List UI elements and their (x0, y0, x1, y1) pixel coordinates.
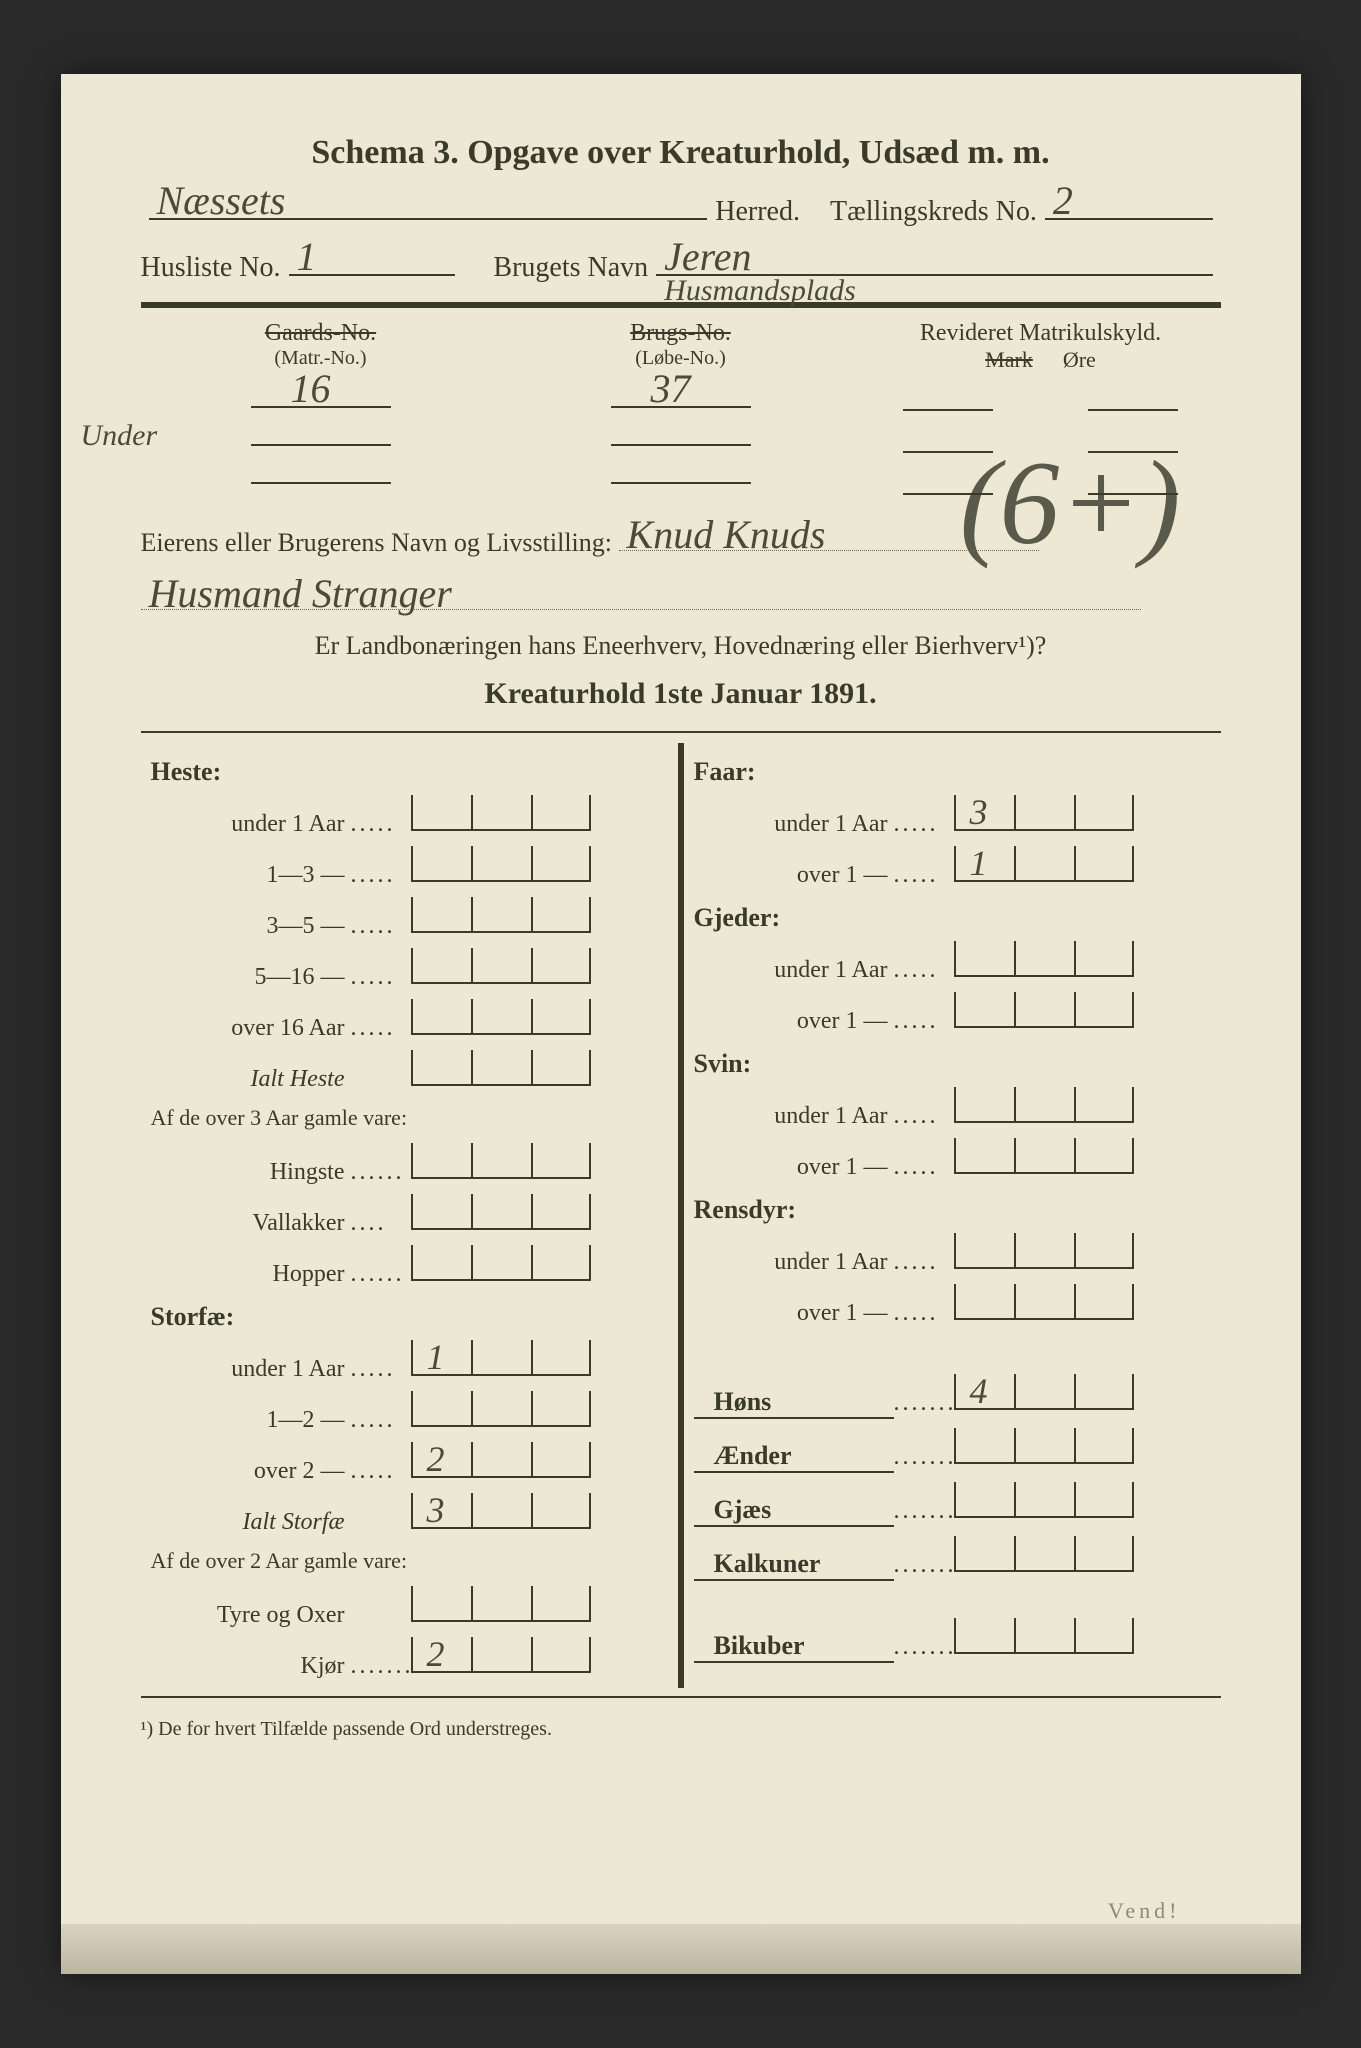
table-row: under 1 Aar..... (694, 1233, 1211, 1276)
heste-title: Heste: (151, 757, 668, 787)
owner-line-2: Husmand Stranger (141, 582, 1221, 617)
hons-value: 4 (970, 1370, 988, 1412)
rensdyr-title: Rensdyr: (694, 1195, 1211, 1225)
table-row: under 1 Aar..... (151, 795, 668, 838)
gaards-label: Gaards-No. (141, 320, 501, 347)
table-row: 1—2 —..... (151, 1391, 668, 1434)
kjor-value: 2 (427, 1633, 445, 1675)
bottom-shadow (61, 1924, 1301, 1974)
table-row: Ialt Storfæ3 (151, 1493, 668, 1536)
form-title: Schema 3. Opgave over Kreaturhold, Udsæd… (141, 134, 1221, 172)
table-row: Høns............4 (694, 1373, 1211, 1419)
faar-r2-value: 1 (970, 842, 988, 884)
table-row: under 1 Aar.....3 (694, 795, 1211, 838)
table-row: 5—16 —..... (151, 948, 668, 991)
header-row-1: Næssets Herred. Tællingskreds No. 2 (141, 190, 1221, 228)
storfae-r1-value: 1 (427, 1336, 445, 1378)
vend-label: Vend! (1108, 1898, 1181, 1924)
table-row: under 1 Aar.....1 (151, 1340, 668, 1383)
table-row: over 1 —..... (694, 992, 1211, 1035)
brugets-label: Brugets Navn (493, 252, 648, 284)
rule-2 (141, 731, 1221, 733)
storfae-title: Storfæ: (151, 1302, 668, 1332)
owner-value-2: Husmand Stranger (149, 570, 452, 617)
table-row: Hopper...... (151, 1245, 668, 1288)
table-row: over 1 —..... (694, 1284, 1211, 1327)
table-row: Tyre og Oxer (151, 1586, 668, 1629)
table-row: Hingste...... (151, 1143, 668, 1186)
herred-label: Herred. (715, 196, 800, 228)
matr-value: 16 (291, 365, 331, 412)
rev-label: Revideret Matrikulskyld. (861, 320, 1221, 347)
storfae-r3-value: 2 (427, 1438, 445, 1480)
table-row: under 1 Aar..... (694, 941, 1211, 984)
header-row-2: Husliste No. 1 Brugets Navn Jeren Husman… (141, 246, 1221, 284)
table-row: over 1 —..... (694, 1138, 1211, 1181)
table-row: Ænder............ (694, 1427, 1211, 1473)
lobe-value: 37 (651, 365, 691, 412)
subtitle: Kreaturhold 1ste Januar 1891. (141, 677, 1221, 711)
husliste-value: 1 (297, 233, 317, 280)
tkreds-label: Tællingskreds No. (830, 196, 1037, 228)
census-form-page: Schema 3. Opgave over Kreaturhold, Udsæd… (61, 74, 1301, 1974)
table-row: over 2 —.....2 (151, 1442, 668, 1485)
owner-label: Eierens eller Brugerens Navn og Livsstil… (141, 528, 613, 557)
brugs-label: Brugs-No. (501, 320, 861, 347)
owner-value-1: Knud Knuds (627, 511, 826, 558)
right-column: Faar: under 1 Aar.....3 over 1 —.....1 G… (684, 743, 1221, 1688)
faar-r1-value: 3 (970, 791, 988, 833)
svin-title: Svin: (694, 1049, 1211, 1079)
storfae-subnote: Af de over 2 Aar gamle vare: (151, 1548, 668, 1574)
table-row: Kjør.........2 (151, 1637, 668, 1680)
herred-value: Næssets (157, 177, 286, 224)
tkreds-value: 2 (1053, 177, 1073, 224)
table-row: over 1 —.....1 (694, 846, 1211, 889)
table-row: Gjæs............ (694, 1481, 1211, 1527)
husliste-label: Husliste No. (141, 252, 281, 284)
ore-label: Øre (1063, 347, 1096, 373)
table-row: over 16 Aar..... (151, 999, 668, 1042)
table-row: Kalkuner......... (694, 1535, 1211, 1581)
footnote: ¹) De for hvert Tilfælde passende Ord un… (141, 1718, 1221, 1741)
mark-label: Mark (985, 347, 1033, 373)
table-row: Ialt Heste (151, 1050, 668, 1093)
margin-note: Under (81, 419, 158, 453)
rule-3 (141, 1696, 1221, 1698)
faar-title: Faar: (694, 757, 1211, 787)
storfae-total-value: 3 (427, 1489, 445, 1531)
table-row: under 1 Aar..... (694, 1087, 1211, 1130)
table-row: Bikuber......... (694, 1617, 1211, 1663)
gjeder-title: Gjeder: (694, 903, 1211, 933)
heste-subnote: Af de over 3 Aar gamle vare: (151, 1105, 668, 1131)
data-columns: Heste: under 1 Aar..... 1—3 —..... 3—5 —… (141, 743, 1221, 1688)
brugets-value: Jeren (664, 233, 751, 280)
table-row: 3—5 —..... (151, 897, 668, 940)
question-line: Er Landbonæringen hans Eneerhverv, Hoved… (141, 631, 1221, 661)
table-row: 1—3 —..... (151, 846, 668, 889)
table-row: Vallakker.... (151, 1194, 668, 1237)
big-annotation: (6+) (960, 434, 1181, 572)
brugets-value-2: Husmandsplads (664, 274, 856, 280)
left-column: Heste: under 1 Aar..... 1—3 —..... 3—5 —… (141, 743, 678, 1688)
